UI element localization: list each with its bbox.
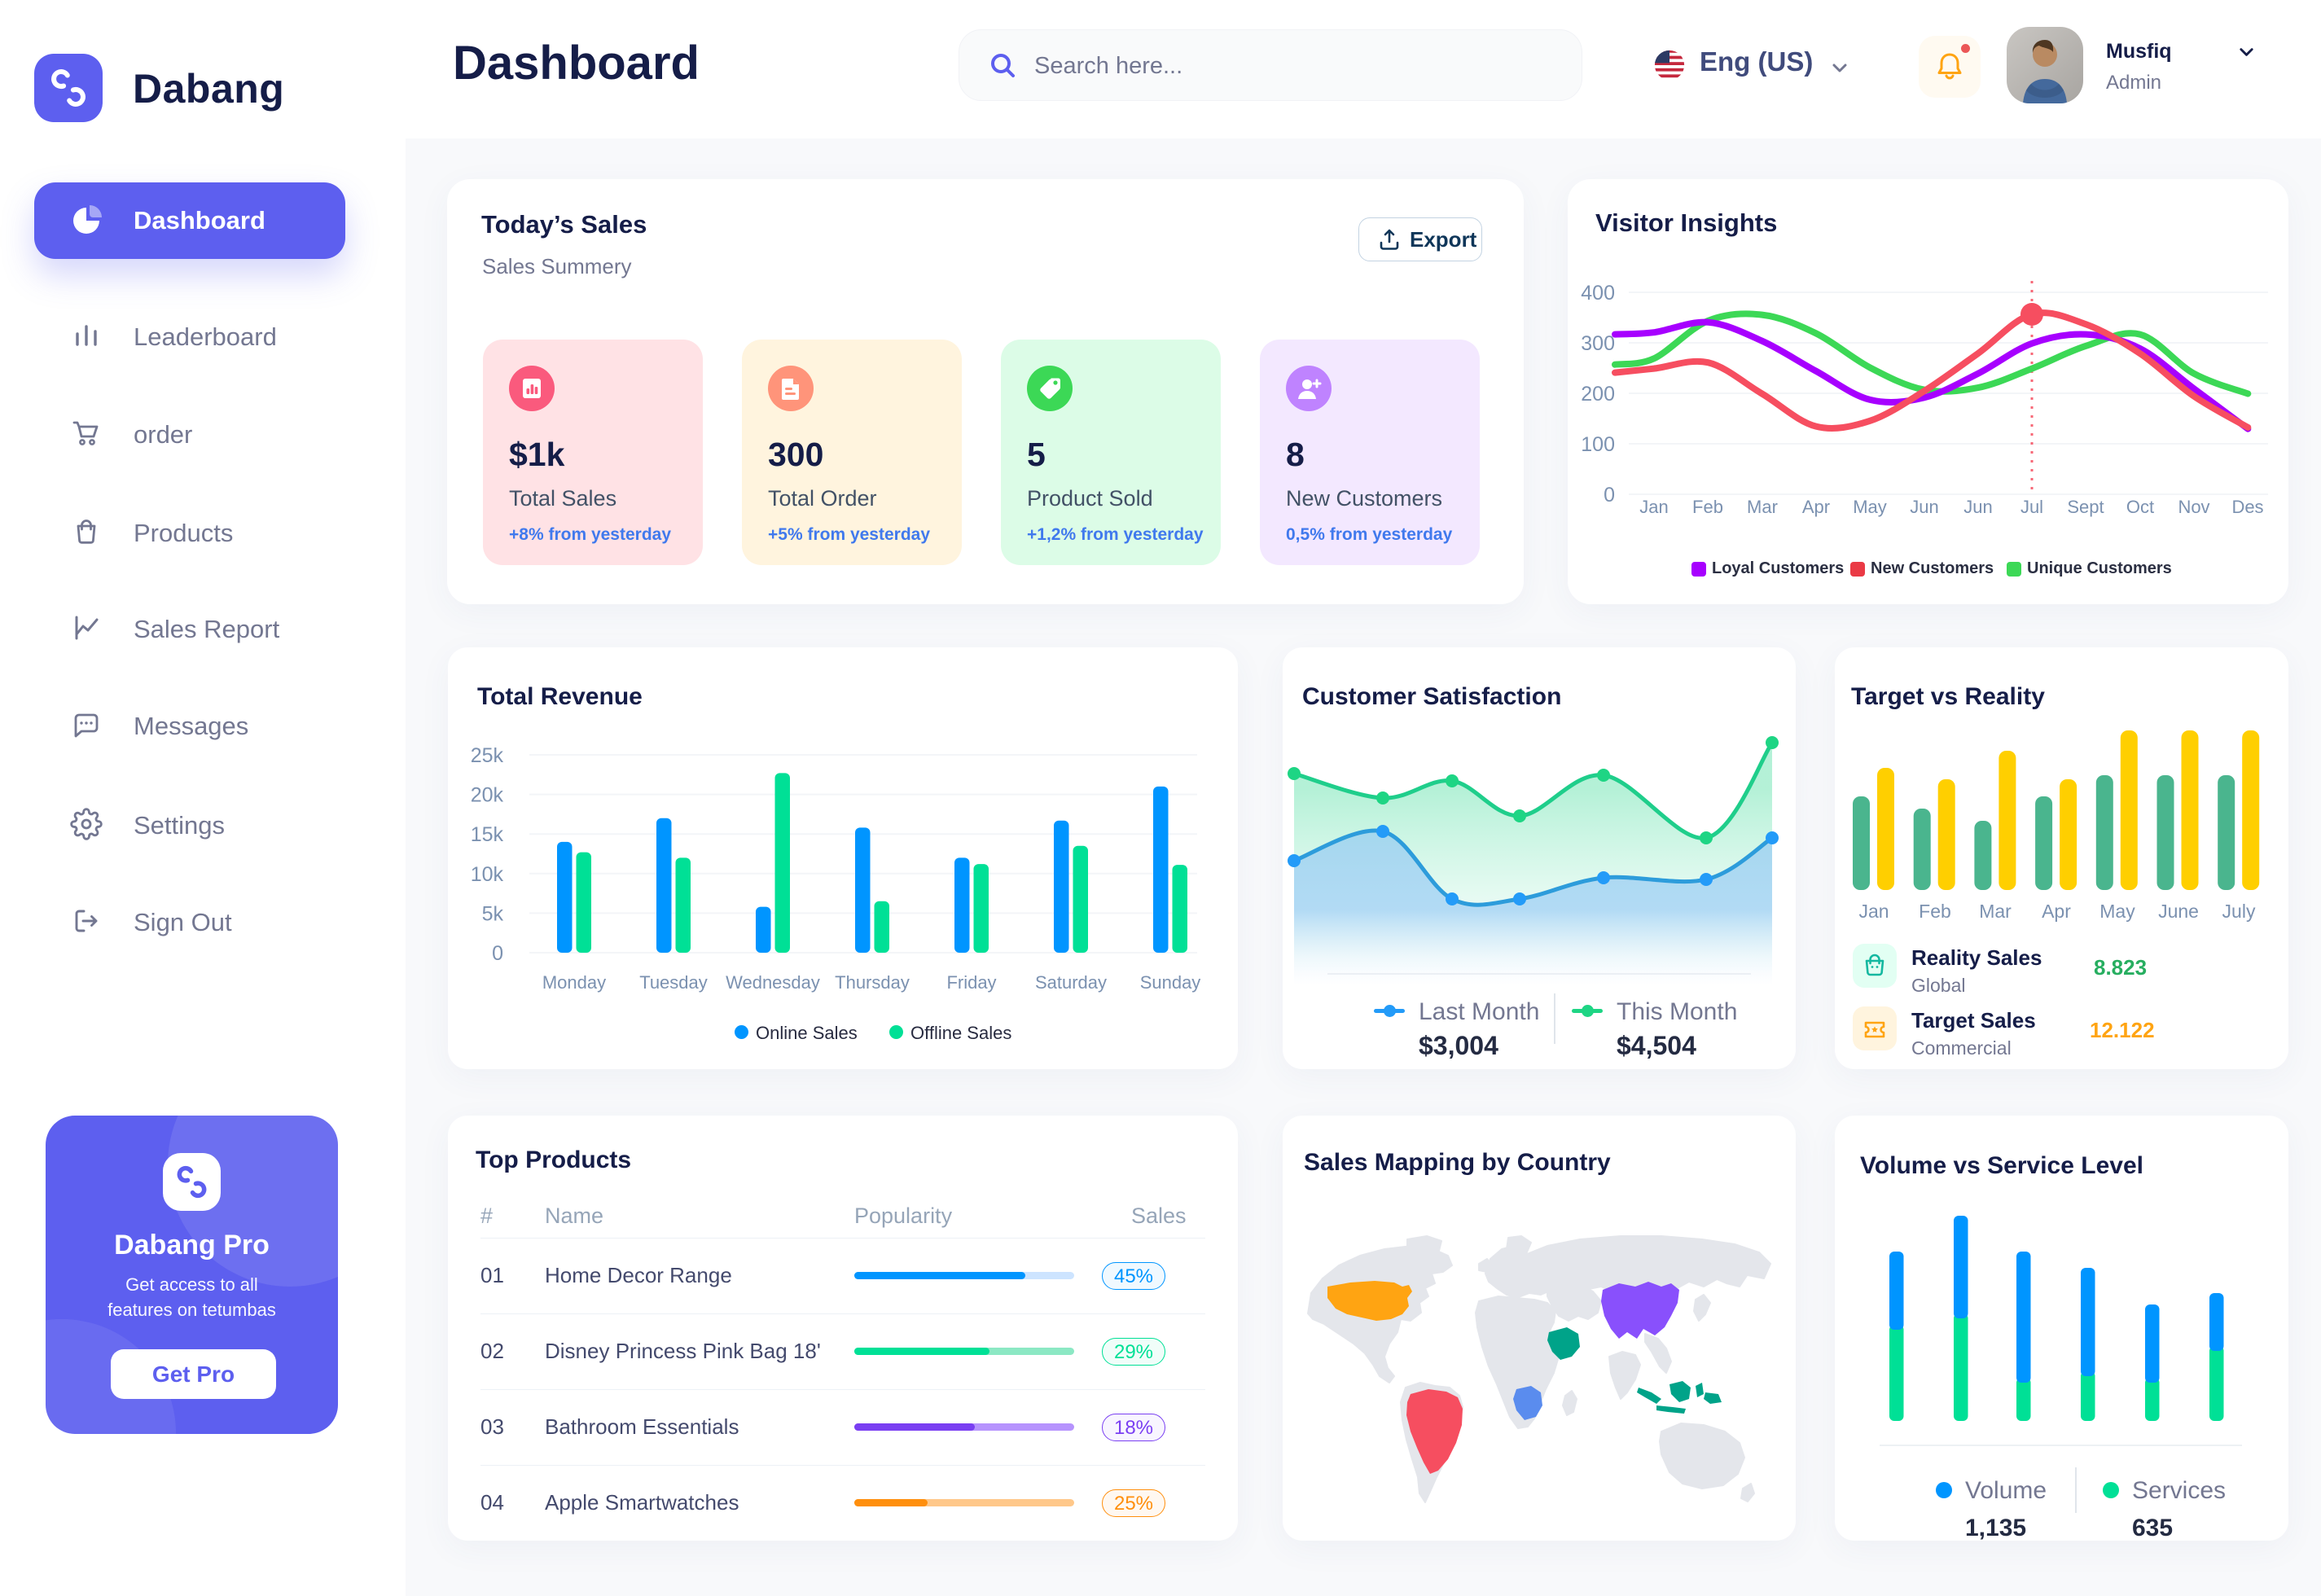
svg-text:Jun: Jun bbox=[1910, 497, 1938, 517]
svg-text:Jul: Jul bbox=[2020, 497, 2043, 517]
svg-text:0: 0 bbox=[1604, 484, 1615, 506]
svg-text:Feb: Feb bbox=[1919, 901, 1951, 922]
svg-text:Mar: Mar bbox=[1747, 497, 1778, 517]
svg-text:Sept: Sept bbox=[2067, 497, 2104, 517]
svg-text:20k: 20k bbox=[471, 784, 504, 807]
svg-text:Nov: Nov bbox=[2178, 497, 2209, 517]
svg-text:100: 100 bbox=[1581, 433, 1615, 456]
svg-text:Thursday: Thursday bbox=[835, 972, 910, 993]
svg-text:Des: Des bbox=[2231, 497, 2263, 517]
svg-text:15k: 15k bbox=[471, 823, 504, 846]
svg-text:May: May bbox=[2099, 901, 2135, 922]
svg-text:Tuesday: Tuesday bbox=[639, 972, 708, 993]
svg-text:400: 400 bbox=[1581, 282, 1615, 305]
svg-text:25k: 25k bbox=[471, 744, 504, 767]
svg-text:0: 0 bbox=[492, 942, 503, 965]
svg-text:5k: 5k bbox=[482, 902, 504, 925]
svg-text:Wednesday: Wednesday bbox=[726, 972, 820, 993]
svg-text:May: May bbox=[1853, 497, 1887, 517]
svg-text:June: June bbox=[2158, 901, 2199, 922]
svg-text:Sunday: Sunday bbox=[1140, 972, 1201, 993]
svg-text:Jan: Jan bbox=[1858, 901, 1889, 922]
svg-text:Saturday: Saturday bbox=[1035, 972, 1107, 993]
svg-text:Jun: Jun bbox=[1963, 497, 1992, 517]
svg-text:Feb: Feb bbox=[1692, 497, 1723, 517]
svg-text:July: July bbox=[2222, 901, 2256, 922]
svg-text:Apr: Apr bbox=[2042, 901, 2071, 922]
svg-text:Mar: Mar bbox=[1979, 901, 2012, 922]
svg-text:Monday: Monday bbox=[542, 972, 606, 993]
svg-text:300: 300 bbox=[1581, 332, 1615, 355]
svg-text:10k: 10k bbox=[471, 863, 504, 886]
svg-text:200: 200 bbox=[1581, 383, 1615, 406]
svg-text:Jan: Jan bbox=[1639, 497, 1668, 517]
svg-text:Friday: Friday bbox=[946, 972, 996, 993]
svg-text:Oct: Oct bbox=[2126, 497, 2154, 517]
svg-text:Apr: Apr bbox=[1802, 497, 1830, 517]
